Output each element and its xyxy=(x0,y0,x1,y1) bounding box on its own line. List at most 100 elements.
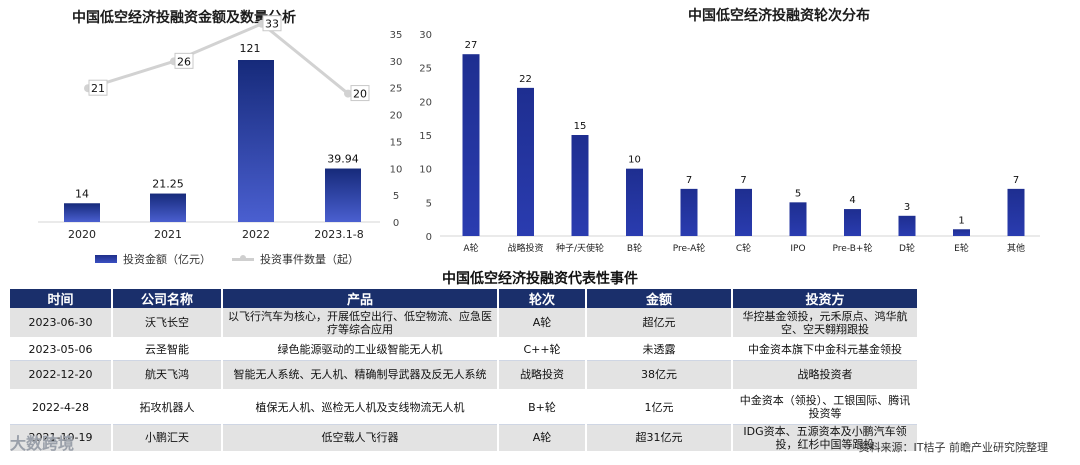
legend-bar-swatch xyxy=(95,255,117,263)
right-y-tick-label: 30 xyxy=(419,30,432,41)
round-data-label: 7 xyxy=(686,175,692,186)
cell-amount: 1亿元 xyxy=(586,390,733,425)
right-y-tick-label: 15 xyxy=(419,131,432,142)
count-label-box xyxy=(262,15,282,32)
cell-product: 绿色能源驱动的工业级智能无人机 xyxy=(222,338,499,361)
left-x-tick-label: 2022 xyxy=(242,228,270,241)
round-data-label: 10 xyxy=(628,155,641,166)
round-data-label: 3 xyxy=(904,202,910,213)
table-row: 2023-06-30 沃飞长空 以飞行汽车为核心，开展低空出行、低空物流、应急医… xyxy=(10,308,919,339)
left-chart-title: 中国低空经济投融资金额及数量分析 xyxy=(72,10,296,26)
header-company: 公司名称 xyxy=(112,289,223,308)
amount-data-label: 14 xyxy=(75,187,89,200)
right-y-tick-label: 5 xyxy=(426,198,432,209)
amount-bar xyxy=(325,168,361,222)
table-row: 2021-10-19 小鹏汇天 低空载人飞行器 A轮 超31亿元 IDG资本、五… xyxy=(10,424,919,453)
count-point xyxy=(344,89,352,98)
right-x-tick-label: A轮 xyxy=(463,242,478,254)
amount-bar xyxy=(238,60,274,222)
cell-product: 植保无人机、巡检无人机及支线物流无人机 xyxy=(222,390,499,425)
table-row: 2023-05-06 云圣智能 绿色能源驱动的工业级智能无人机 C++轮 未透露… xyxy=(10,338,919,361)
amount-bar xyxy=(150,193,186,222)
round-bar xyxy=(571,135,589,236)
cell-date: 2022-4-28 xyxy=(10,390,113,425)
count-line xyxy=(87,22,349,95)
cell-company: 小鹏汇天 xyxy=(112,424,223,453)
amount-bar xyxy=(64,203,100,222)
cell-amount: 38亿元 xyxy=(586,360,733,391)
cell-company: 云圣智能 xyxy=(112,338,223,361)
header-amount: 金额 xyxy=(586,289,733,308)
count-label-box xyxy=(350,85,370,102)
left-x-tick-label: 2023.1-8 xyxy=(314,228,363,241)
left-x-tick-label: 2021 xyxy=(154,228,182,241)
cell-company: 沃飞长空 xyxy=(112,308,223,339)
round-bar xyxy=(953,229,970,236)
right-y-tick-label: 10 xyxy=(419,165,432,176)
round-data-label: 7 xyxy=(1013,175,1019,186)
cell-date: 2022-12-20 xyxy=(10,360,113,391)
cell-date: 2023-06-30 xyxy=(10,308,113,339)
cell-company: 航天飞鸿 xyxy=(112,360,223,391)
cell-product: 以飞行汽车为核心，开展低空出行、低空物流、应急医疗等综合应用 xyxy=(222,308,499,339)
left-y2-tick-label: 25 xyxy=(390,84,403,95)
left-y2-tick-label: 35 xyxy=(390,30,403,41)
header-product: 产品 xyxy=(222,289,499,308)
round-bar xyxy=(517,87,534,236)
source-note: 资料来源：IT桔子 前瞻产业研究院整理 xyxy=(858,441,1048,454)
right-x-tick-label: 种子/天使轮 xyxy=(556,242,604,254)
round-data-label: 15 xyxy=(574,121,587,132)
cell-investors: 战略投资者 xyxy=(732,360,919,391)
cell-investors: 华控基金领投，元禾原点、鸿华航空、空天翱翔跟投 xyxy=(732,308,919,339)
right-y-tick-label: 0 xyxy=(426,232,432,243)
count-data-label: 21 xyxy=(91,82,105,95)
legend-line-swatch xyxy=(232,254,254,261)
cell-investors: 中金资本旗下中金科元基金领投 xyxy=(732,338,919,361)
legend-amount: 投资金额（亿元） xyxy=(95,251,211,267)
right-chart-title: 中国低空经济投融资轮次分布 xyxy=(688,8,870,24)
round-bar xyxy=(735,188,752,236)
table-title: 中国低空经济投融资代表性事件 xyxy=(442,271,638,287)
events-table: 时间 公司名称 产品 轮次 金额 投资方 2023-06-30 沃飞长空 以飞行… xyxy=(10,289,919,453)
round-data-label: 1 xyxy=(958,215,964,226)
right-y-tick-label: 25 xyxy=(419,64,432,75)
cell-product: 低空载人飞行器 xyxy=(222,424,499,453)
left-y2-tick-label: 10 xyxy=(390,164,403,175)
round-bar xyxy=(626,168,643,236)
cell-amount: 超31亿元 xyxy=(586,424,733,453)
right-x-tick-label: E轮 xyxy=(954,242,969,254)
left-y2-tick-label: 5 xyxy=(393,191,399,202)
count-data-label: 20 xyxy=(353,88,367,101)
left-y2-tick-label: 0 xyxy=(393,218,399,229)
cell-company: 拓攻机器人 xyxy=(112,390,223,425)
left-y2-tick-label: 30 xyxy=(390,57,403,68)
right-x-tick-label: Pre-A轮 xyxy=(673,242,706,254)
cell-date: 2021-10-19 xyxy=(10,424,113,453)
cell-round: A轮 xyxy=(498,308,587,339)
legend-count: 投资事件数量（起） xyxy=(232,251,359,267)
right-x-tick-label: IPO xyxy=(790,244,805,254)
left-y2-tick-label: 20 xyxy=(390,111,403,122)
corner-logo: 大数跨境 xyxy=(10,434,75,453)
cell-date: 2023-05-06 xyxy=(10,338,113,361)
round-bar xyxy=(1007,188,1025,236)
cell-investors: 中金资本（领投）、工银国际、腾讯投资等 xyxy=(732,390,919,425)
cell-round: 战略投资 xyxy=(498,360,587,391)
amount-data-label: 39.94 xyxy=(327,153,359,166)
round-bar xyxy=(680,188,698,236)
count-label-box xyxy=(174,52,194,69)
round-data-label: 5 xyxy=(795,188,801,199)
round-bar xyxy=(844,209,861,236)
table-row: 2022-12-20 航天飞鸿 智能无人系统、无人机、精确制导武器及反无人系统 … xyxy=(10,360,919,391)
round-bar xyxy=(462,54,480,237)
cell-round: C++轮 xyxy=(498,338,587,361)
header-round: 轮次 xyxy=(498,289,587,308)
right-y-tick-label: 20 xyxy=(419,97,432,108)
right-x-tick-label: B轮 xyxy=(627,242,642,254)
left-x-tick-label: 2020 xyxy=(68,228,96,241)
round-bar xyxy=(898,215,916,236)
cell-amount: 超亿元 xyxy=(586,308,733,339)
right-chart: 05101520253027A轮22战略投资15种子/天使轮10B轮7Pre-A… xyxy=(419,30,1040,254)
round-data-label: 4 xyxy=(849,195,855,206)
